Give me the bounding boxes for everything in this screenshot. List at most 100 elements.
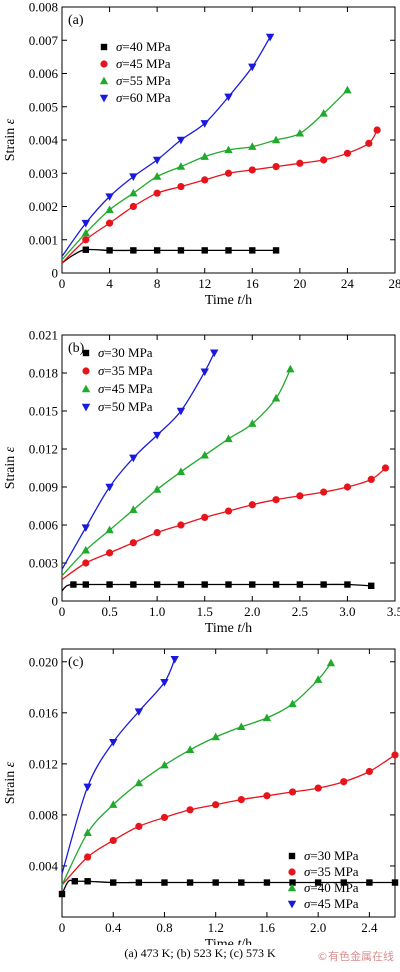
data-point — [224, 93, 233, 102]
data-point — [83, 783, 92, 792]
data-point — [152, 172, 162, 180]
data-point — [238, 879, 245, 886]
data-point — [185, 745, 195, 754]
data-point — [391, 751, 399, 759]
data-point — [110, 879, 117, 886]
data-point — [109, 738, 118, 747]
data-point — [367, 475, 375, 483]
legend-marker — [99, 94, 109, 103]
plot-frame — [61, 334, 396, 602]
data-point — [84, 878, 91, 885]
legend-marker — [288, 868, 296, 876]
creep-strain-figure: 0 4 8 12 16 20 24 28 0 0.001 0.002 0.003 0.004 0.005 0… — [3, 0, 400, 945]
y-tick-label: 0.008 — [29, 0, 58, 15]
series-4 — [61, 33, 275, 257]
data-point — [271, 393, 281, 402]
legend-marker — [82, 367, 90, 375]
data-point — [201, 247, 208, 254]
data-point — [272, 581, 280, 588]
data-point — [365, 767, 373, 776]
legend-label: σ=35 MPa — [98, 363, 153, 378]
panel-label: (b) — [68, 341, 85, 356]
data-point — [170, 656, 179, 664]
data-point — [129, 188, 138, 197]
series-3 — [61, 658, 336, 886]
data-point — [105, 205, 114, 214]
legend-label: σ=55 MPa — [116, 73, 171, 88]
data-point — [186, 806, 194, 814]
data-point — [288, 699, 297, 708]
data-point — [82, 236, 90, 244]
data-point — [313, 675, 323, 683]
data-point — [237, 722, 246, 731]
data-point — [314, 879, 322, 886]
data-point — [271, 135, 281, 144]
data-point — [105, 219, 114, 227]
data-point — [200, 450, 209, 459]
data-point — [176, 162, 186, 170]
x-tick-label: 0 — [59, 604, 66, 619]
series-1 — [58, 878, 399, 898]
legend-label: σ=40 MPa — [304, 880, 359, 895]
data-point — [326, 658, 336, 667]
data-point — [153, 581, 161, 588]
data-point — [343, 85, 352, 94]
x-tick-label: 16 — [246, 276, 260, 291]
data-point — [160, 760, 169, 769]
panel-label: (a) — [68, 13, 84, 28]
y-tick-label: 0.009 — [29, 480, 58, 495]
data-point — [201, 176, 209, 184]
data-point — [109, 836, 117, 845]
data-point — [344, 581, 351, 588]
legend-label: σ=45 MPa — [98, 381, 153, 396]
data-point — [225, 247, 232, 254]
data-point — [314, 784, 322, 792]
data-point — [295, 128, 305, 137]
x-tick-label: 28 — [389, 276, 400, 291]
data-point — [211, 732, 220, 741]
plot-frame — [61, 6, 396, 274]
legend-marker — [81, 384, 91, 393]
legend-marker — [288, 852, 296, 860]
data-point — [177, 247, 185, 254]
plot-frame — [61, 648, 396, 918]
data-point — [212, 801, 220, 809]
x-tick-label: 2.0 — [310, 920, 326, 935]
data-point — [319, 109, 328, 117]
data-point — [224, 169, 233, 177]
data-point — [135, 822, 143, 830]
data-point — [70, 581, 77, 588]
data-point — [391, 879, 399, 886]
series-line — [61, 879, 395, 895]
data-point — [82, 559, 90, 567]
data-point — [161, 879, 168, 886]
data-point — [225, 581, 232, 588]
series-3 — [61, 364, 295, 577]
data-point — [176, 407, 186, 416]
data-point — [130, 581, 137, 588]
series-line — [61, 368, 291, 577]
y-tick-label: 0.006 — [29, 518, 59, 533]
x-tick-label: 12 — [198, 276, 211, 291]
x-tick-label: 20 — [293, 276, 306, 291]
watermark: ©有色金属在线 — [317, 950, 394, 963]
x-tick-label: 0 — [59, 920, 66, 935]
data-point — [160, 813, 169, 822]
data-point — [248, 63, 257, 72]
y-tick-label: 0.004 — [29, 858, 59, 873]
y-tick-label: 0 — [52, 266, 59, 281]
data-point — [129, 454, 138, 463]
data-point — [134, 708, 144, 716]
y-tick-label: 0 — [52, 594, 59, 609]
y-tick-label: 0.006 — [29, 66, 59, 81]
data-point — [200, 152, 209, 160]
panel-label: (c) — [68, 655, 84, 670]
data-point — [153, 189, 161, 197]
data-point — [105, 483, 114, 492]
legend-marker — [100, 43, 108, 51]
y-tick-label: 0.012 — [29, 442, 58, 457]
data-point — [340, 778, 348, 786]
data-point — [224, 434, 233, 443]
y-tick-label: 0.003 — [29, 556, 58, 571]
x-axis-label: Time t/h — [205, 621, 252, 636]
